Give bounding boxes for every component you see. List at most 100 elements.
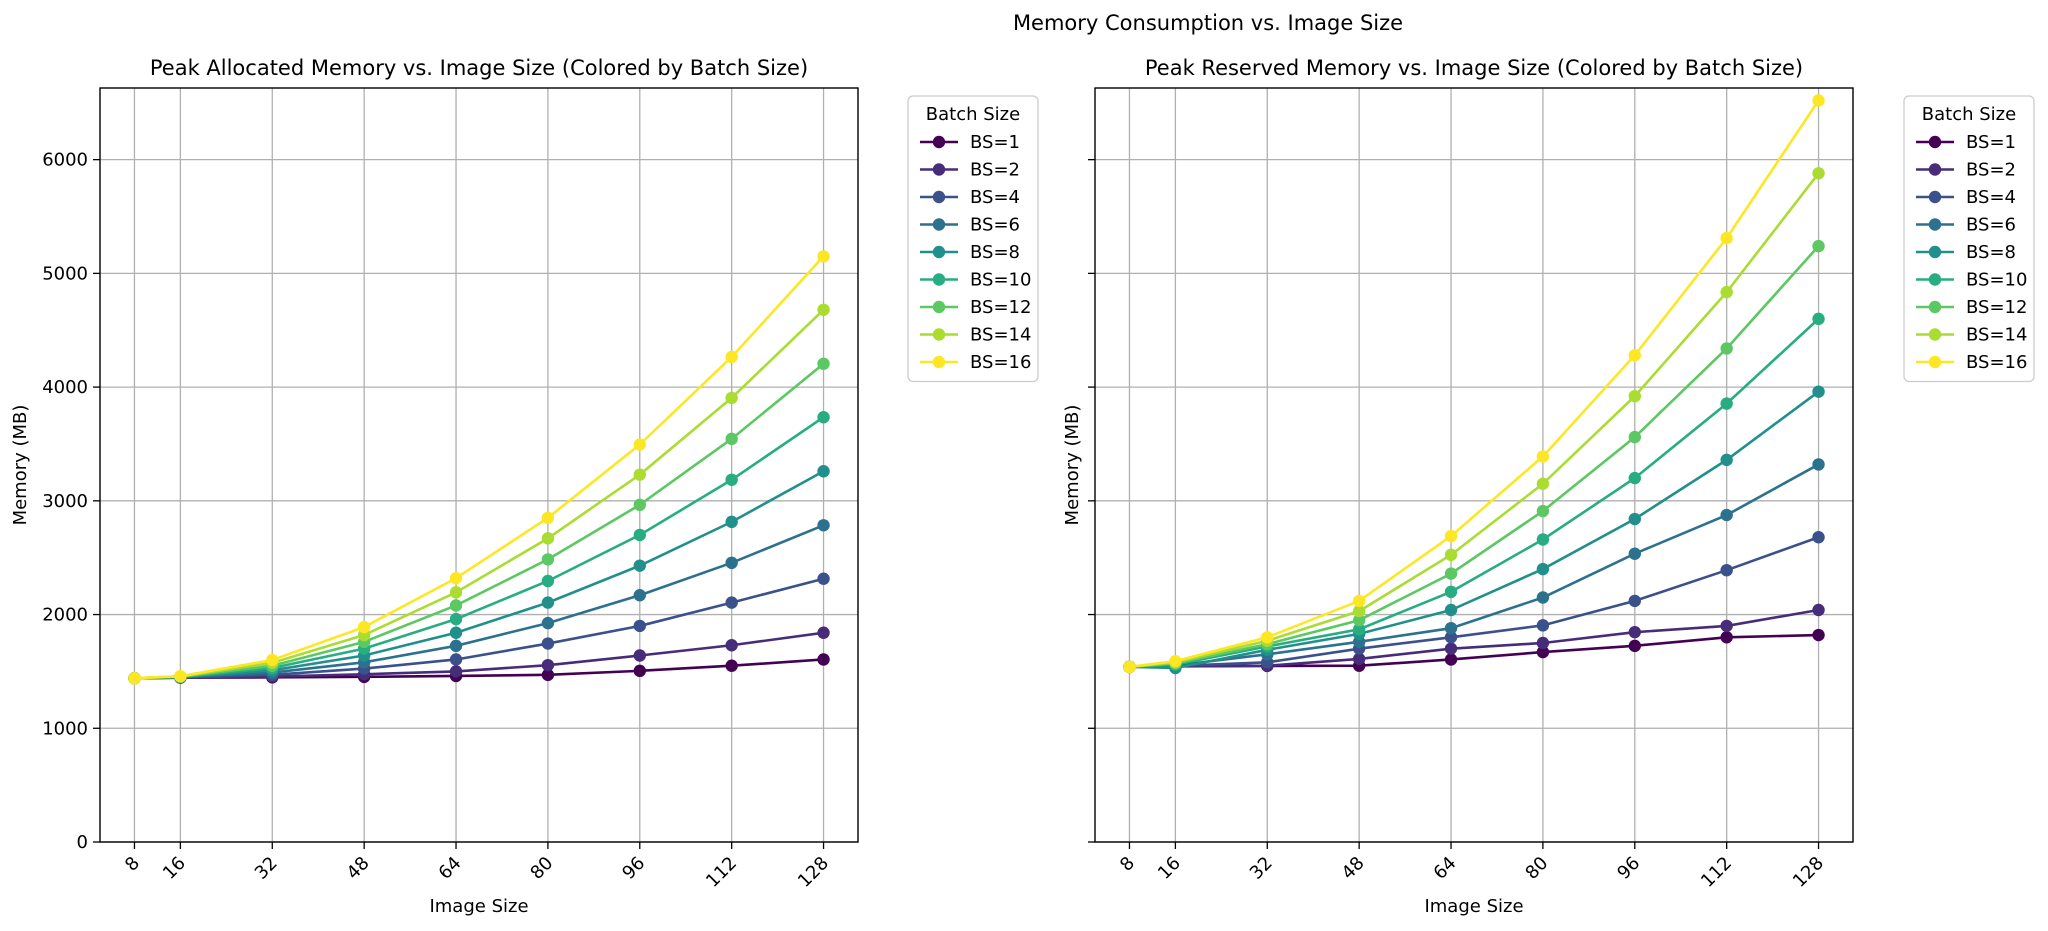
legend-marker	[1928, 163, 1942, 176]
data-point	[1123, 660, 1136, 674]
data-point	[633, 559, 646, 572]
legend-item: BS=10	[920, 270, 1031, 291]
data-point	[1536, 636, 1550, 650]
legend-marker	[1928, 300, 1942, 314]
data-point	[1812, 458, 1825, 471]
legend-item: BS=14	[920, 325, 1031, 346]
legend-label: BS=16	[970, 352, 1031, 373]
data-point	[1720, 508, 1733, 522]
series-bs-16	[1123, 94, 1825, 674]
legend-marker	[932, 355, 946, 369]
y-tick-label: 0	[77, 832, 88, 853]
data-point	[449, 665, 463, 678]
legend-item: BS=8	[920, 242, 1020, 263]
data-point	[1628, 639, 1641, 653]
legend-item: BS=2	[1916, 160, 2016, 181]
data-point	[725, 432, 738, 446]
data-point	[817, 465, 830, 478]
legend-label: BS=2	[970, 160, 1020, 181]
data-point	[1261, 631, 1274, 644]
legend-title: Batch Size	[1922, 104, 2016, 125]
data-point	[1444, 603, 1458, 617]
legend-label: BS=16	[1966, 352, 2027, 373]
legend-label: BS=10	[970, 270, 1031, 291]
legend-label: BS=8	[1966, 242, 2016, 263]
grid	[1095, 88, 1853, 843]
data-point	[266, 653, 279, 667]
legend-marker	[932, 328, 946, 341]
data-point	[1720, 453, 1733, 467]
legend-label: BS=14	[970, 325, 1031, 346]
chart-title: Peak Reserved Memory vs. Image Size (Col…	[1145, 56, 1803, 80]
legend-marker	[932, 163, 946, 176]
data-point	[817, 411, 830, 424]
legend-label: BS=14	[1966, 325, 2027, 346]
data-point	[725, 515, 738, 529]
data-point	[1628, 389, 1641, 403]
data-point	[1628, 547, 1641, 560]
data-point	[1720, 342, 1733, 355]
data-point	[1628, 430, 1641, 444]
data-point	[1444, 548, 1458, 562]
legend-item: BS=1	[1916, 132, 2016, 153]
data-point	[817, 357, 830, 370]
legend-label: BS=12	[1966, 297, 2027, 318]
data-point	[1628, 594, 1641, 608]
data-point	[541, 637, 555, 650]
legend-item: BS=6	[1916, 215, 2016, 236]
legend-item: BS=12	[1916, 297, 2027, 318]
data-point	[449, 586, 463, 599]
legend-item: BS=2	[920, 160, 1020, 181]
y-tick-label: 5000	[42, 263, 88, 284]
y-tick-label: 4000	[42, 377, 88, 398]
axes-frame	[1094, 87, 1854, 843]
x-axis-label: Image Size	[429, 896, 528, 917]
data-point	[1536, 533, 1550, 546]
legend-label: BS=6	[970, 215, 1020, 236]
legend-marker	[1928, 273, 1942, 286]
data-point	[541, 658, 555, 672]
data-point	[633, 498, 646, 512]
legend-marker	[932, 273, 946, 286]
data-point	[449, 612, 463, 626]
data-point	[1352, 604, 1366, 618]
y-tick-label: 6000	[42, 150, 88, 171]
data-point	[633, 664, 646, 678]
data-point	[817, 250, 830, 263]
data-point	[357, 620, 371, 634]
data-point	[449, 639, 463, 653]
legend-label: BS=4	[970, 187, 1020, 208]
data-point	[1812, 385, 1825, 398]
legend-label: BS=1	[970, 132, 1020, 153]
data-point	[725, 350, 738, 364]
data-point	[633, 528, 646, 542]
axes-frame	[99, 87, 859, 843]
legend-label: BS=1	[1966, 132, 2016, 153]
legend-item: BS=4	[920, 187, 1020, 208]
data-point	[1536, 562, 1550, 576]
allocated-memory-chart: 8 16 32 48 64 80 96 112 128010002000300040005000…	[10, 56, 1039, 917]
data-point	[541, 511, 555, 525]
data-point	[541, 574, 555, 588]
data-point	[1444, 642, 1458, 655]
legend-marker	[1928, 355, 1942, 369]
data-point	[817, 572, 830, 585]
data-point	[725, 391, 738, 405]
figure-title: Memory Consumption vs. Image Size	[1013, 11, 1403, 35]
legend-item: BS=12	[920, 297, 1031, 318]
data-point	[1812, 603, 1825, 617]
data-point	[1812, 531, 1825, 544]
data-point	[541, 668, 555, 682]
data-point	[1628, 512, 1641, 526]
legend-marker	[1928, 245, 1942, 259]
y-axis-label: Memory (MB)	[10, 405, 31, 526]
legend-label: BS=8	[970, 242, 1020, 263]
y-tick-label: 1000	[42, 718, 88, 739]
data-point	[1444, 653, 1458, 666]
data-point	[1812, 312, 1825, 326]
data-point	[541, 553, 555, 566]
data-point	[449, 653, 463, 666]
data-point	[1628, 471, 1641, 485]
